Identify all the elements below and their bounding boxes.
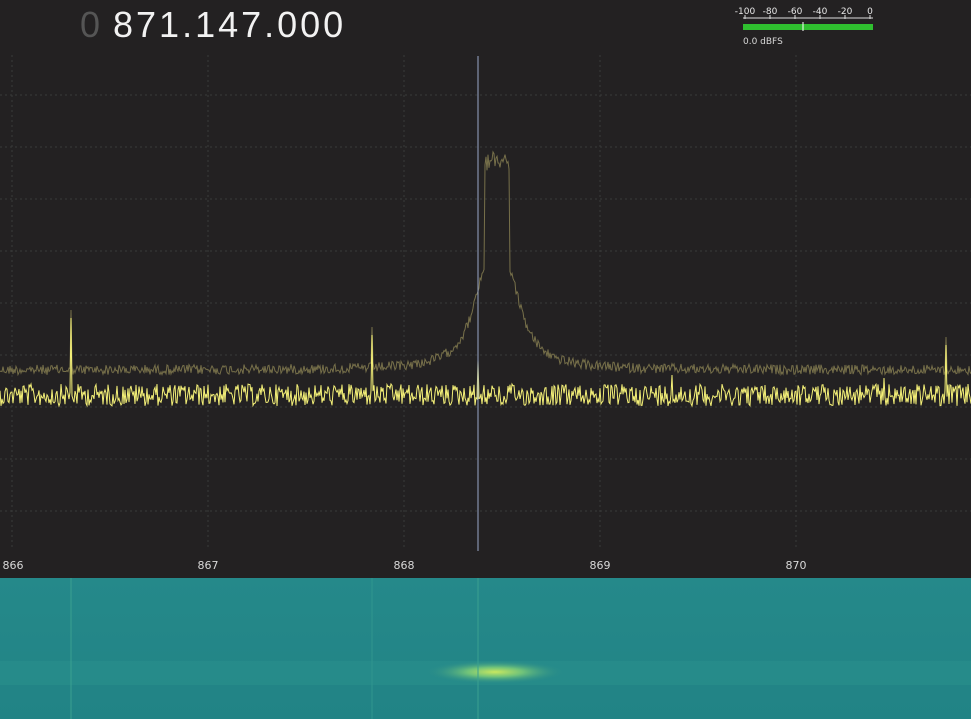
frequency-prefix[interactable]: 0 <box>80 4 101 45</box>
meter-tick-label: -40 <box>813 7 828 17</box>
average-trace <box>0 150 971 377</box>
axis-label: 870 <box>786 559 807 572</box>
waterfall <box>0 578 971 719</box>
axis-label: 868 <box>394 559 415 572</box>
waterfall-signal <box>425 660 565 684</box>
meter-tick-label: -100 <box>735 7 756 17</box>
meter-tick-label: -60 <box>788 7 803 17</box>
meter-bar <box>743 24 873 30</box>
meter-tick-label: 0 <box>867 7 873 17</box>
axis-label: 869 <box>590 559 611 572</box>
meter-tick-label: -80 <box>763 7 778 17</box>
axis-label: 866 <box>3 559 24 572</box>
axis-label: 867 <box>198 559 219 572</box>
meter-tick-label: -20 <box>838 7 853 17</box>
spectrum-trace <box>0 317 971 408</box>
meter-reading: 0.0 dBFS <box>743 37 783 47</box>
frequency-display[interactable]: 871.147.000 <box>113 4 347 45</box>
